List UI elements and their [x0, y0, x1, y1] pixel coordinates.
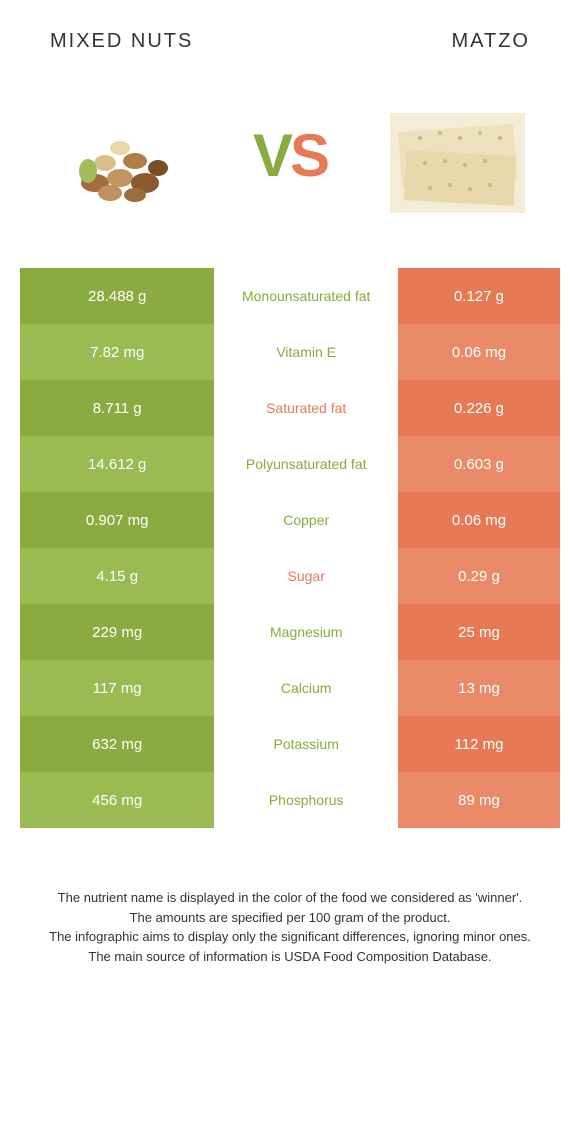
nutrient-label: Copper [214, 492, 398, 548]
nutrient-label: Potassium [214, 716, 398, 772]
left-food-image [40, 83, 205, 228]
right-value: 0.06 mg [398, 492, 560, 548]
left-value: 8.711 g [20, 380, 214, 436]
nutrient-table: 28.488 gMonounsaturated fat0.127 g7.82 m… [20, 268, 560, 828]
vs-label: VS [253, 121, 327, 190]
table-row: 632 mgPotassium112 mg [20, 716, 560, 772]
table-row: 229 mgMagnesium25 mg [20, 604, 560, 660]
footer-line-2: The amounts are specified per 100 gram o… [40, 908, 540, 928]
vs-row: VS [20, 83, 560, 228]
right-value: 0.603 g [398, 436, 560, 492]
left-value: 4.15 g [20, 548, 214, 604]
header-row: Mixed nuts Matzo [20, 30, 560, 53]
right-value: 89 mg [398, 772, 560, 828]
table-row: 4.15 gSugar0.29 g [20, 548, 560, 604]
right-food-image [375, 83, 540, 228]
nutrient-label: Magnesium [214, 604, 398, 660]
table-row: 117 mgCalcium13 mg [20, 660, 560, 716]
left-value: 229 mg [20, 604, 214, 660]
left-value: 7.82 mg [20, 324, 214, 380]
table-row: 8.711 gSaturated fat0.226 g [20, 380, 560, 436]
footer-line-3: The infographic aims to display only the… [40, 927, 540, 947]
left-value: 117 mg [20, 660, 214, 716]
nutrient-label: Monounsaturated fat [214, 268, 398, 324]
footer-line-1: The nutrient name is displayed in the co… [40, 888, 540, 908]
vs-v-letter: V [253, 122, 290, 189]
right-value: 0.06 mg [398, 324, 560, 380]
left-value: 0.907 mg [20, 492, 214, 548]
nutrient-label: Phosphorus [214, 772, 398, 828]
right-value: 0.29 g [398, 548, 560, 604]
right-value: 0.226 g [398, 380, 560, 436]
table-row: 14.612 gPolyunsaturated fat0.603 g [20, 436, 560, 492]
right-value: 25 mg [398, 604, 560, 660]
right-value: 112 mg [398, 716, 560, 772]
left-value: 14.612 g [20, 436, 214, 492]
footer-line-4: The main source of information is USDA F… [40, 947, 540, 967]
nutrient-label: Sugar [214, 548, 398, 604]
nutrient-label: Saturated fat [214, 380, 398, 436]
table-row: 0.907 mgCopper0.06 mg [20, 492, 560, 548]
vs-s-letter: S [290, 122, 327, 189]
table-row: 7.82 mgVitamin E0.06 mg [20, 324, 560, 380]
left-value: 456 mg [20, 772, 214, 828]
table-row: 456 mgPhosphorus89 mg [20, 772, 560, 828]
right-value: 13 mg [398, 660, 560, 716]
left-value: 632 mg [20, 716, 214, 772]
left-food-title: Mixed nuts [50, 30, 193, 53]
right-value: 0.127 g [398, 268, 560, 324]
nutrient-label: Vitamin E [214, 324, 398, 380]
nutrient-label: Calcium [214, 660, 398, 716]
nutrient-label: Polyunsaturated fat [214, 436, 398, 492]
footer-notes: The nutrient name is displayed in the co… [20, 888, 560, 966]
table-row: 28.488 gMonounsaturated fat0.127 g [20, 268, 560, 324]
right-food-title: Matzo [451, 30, 530, 53]
left-value: 28.488 g [20, 268, 214, 324]
